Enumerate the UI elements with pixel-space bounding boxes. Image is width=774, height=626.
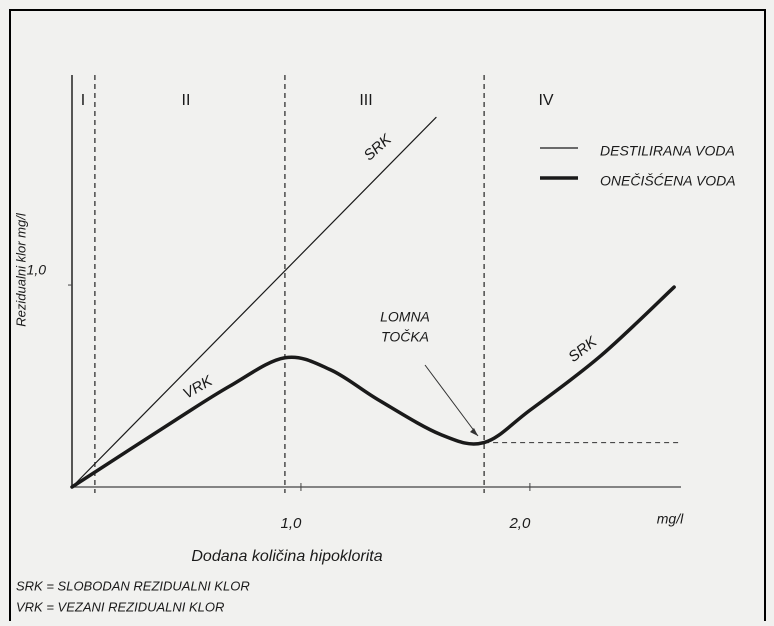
note: SRK = SLOBODAN REZIDUALNI KLOR: [16, 578, 250, 593]
annotation-arrow: [424, 364, 479, 437]
x-tick-label: 1,0: [281, 515, 303, 532]
y-tick-label: 1,0: [27, 262, 47, 278]
region-label: I: [81, 92, 85, 109]
x-tick-label: 2,0: [508, 515, 531, 532]
x-unit: mg/l: [657, 511, 684, 527]
region-label: III: [359, 92, 372, 109]
legend-label: ONEČIŠĆENA VODA: [600, 173, 736, 189]
data-line: [70, 285, 676, 489]
annotation: LOMNA: [380, 309, 430, 325]
note: VRK = VEZANI REZIDUALNI KLOR: [16, 599, 224, 614]
arrow-head: [470, 428, 478, 436]
y-axis-label: Rezidualni klor mg/l: [13, 212, 28, 327]
x-axis-label: Dodana količina hipoklorita: [191, 548, 382, 565]
region-label: II: [182, 92, 191, 109]
legend-label: DESTILIRANA VODA: [600, 143, 735, 159]
data-line: [71, 116, 437, 488]
frame: [9, 9, 766, 621]
region-label: IV: [538, 92, 553, 109]
annotation: TOČKA: [381, 329, 429, 345]
